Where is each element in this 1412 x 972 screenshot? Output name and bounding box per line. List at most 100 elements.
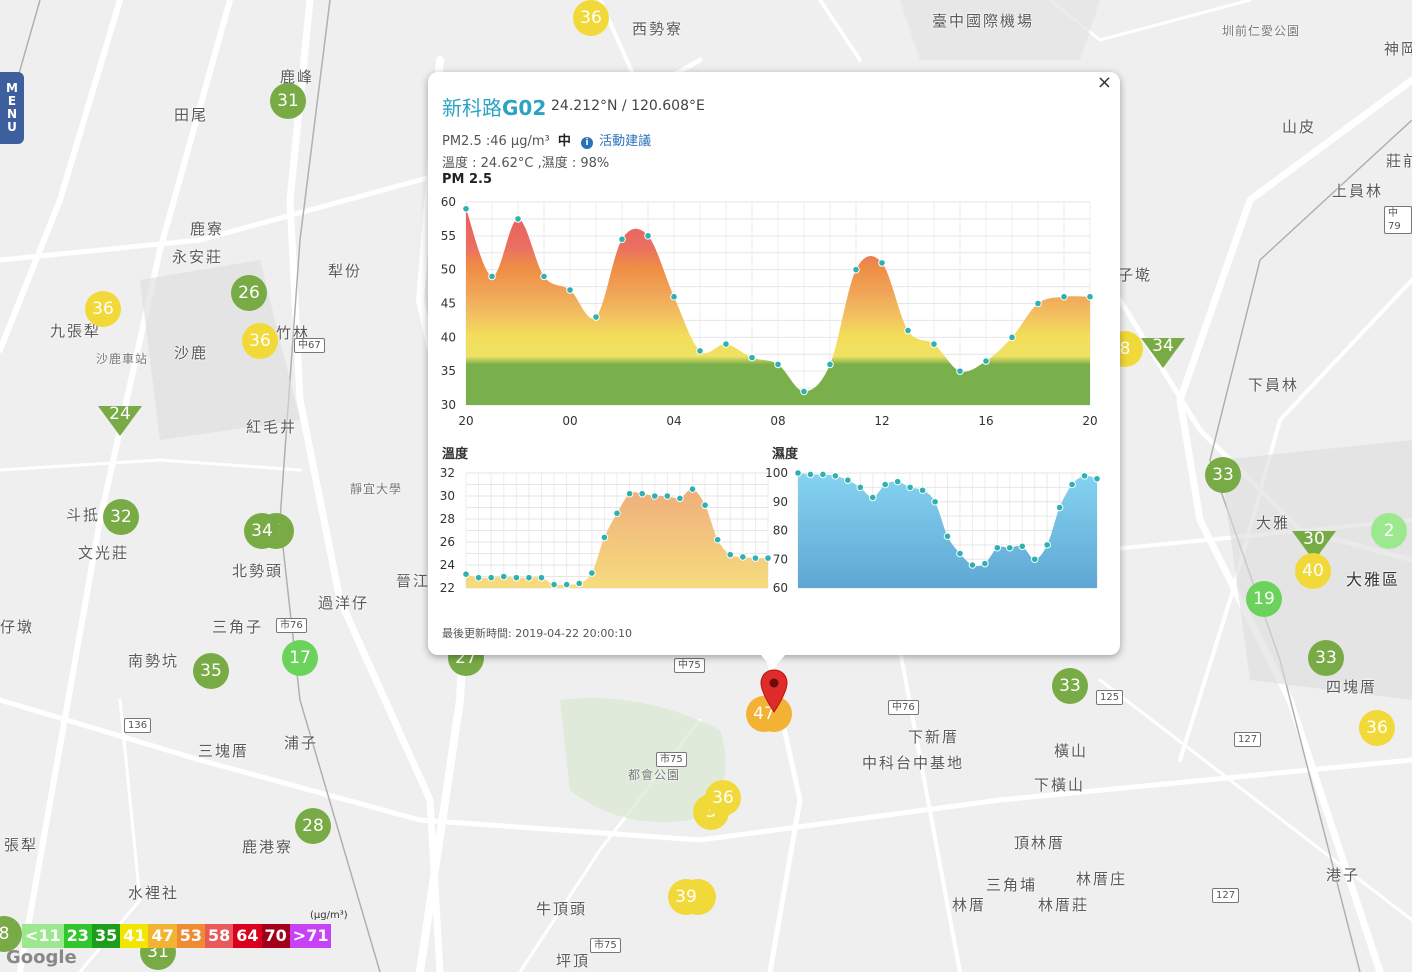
data-point[interactable] bbox=[1008, 333, 1016, 342]
data-point[interactable] bbox=[906, 483, 914, 492]
sensor-marker[interactable]: 36 bbox=[242, 323, 278, 359]
sensor-marker[interactable]: 28 bbox=[295, 808, 331, 844]
info-icon[interactable]: i bbox=[581, 137, 593, 149]
sensor-marker[interactable]: 33 bbox=[1205, 457, 1241, 493]
data-point[interactable] bbox=[462, 570, 470, 578]
data-point[interactable] bbox=[722, 340, 730, 348]
data-point[interactable] bbox=[613, 509, 621, 518]
sensor-marker[interactable]: 19 bbox=[1246, 581, 1282, 617]
sensor-marker[interactable]: 2 bbox=[1371, 513, 1407, 549]
data-point[interactable] bbox=[806, 470, 815, 479]
data-point[interactable] bbox=[566, 286, 574, 294]
data-point[interactable] bbox=[1068, 480, 1076, 489]
data-point[interactable] bbox=[831, 472, 840, 480]
sensor-marker[interactable]: 33 bbox=[1052, 668, 1088, 704]
data-point[interactable] bbox=[588, 569, 596, 577]
data-point[interactable] bbox=[982, 357, 990, 365]
data-point[interactable] bbox=[943, 532, 952, 541]
data-point[interactable] bbox=[550, 580, 558, 589]
data-point[interactable] bbox=[918, 486, 927, 495]
sensor-marker[interactable]: 17 bbox=[282, 640, 318, 676]
data-point[interactable] bbox=[1043, 541, 1051, 549]
sensor-marker[interactable]: 34 bbox=[244, 513, 280, 549]
data-point[interactable] bbox=[670, 292, 678, 301]
data-point[interactable] bbox=[688, 485, 697, 493]
data-point[interactable] bbox=[968, 561, 977, 569]
data-point[interactable] bbox=[540, 272, 548, 281]
data-point[interactable] bbox=[701, 501, 709, 510]
data-point[interactable] bbox=[1080, 472, 1089, 480]
data-point[interactable] bbox=[663, 492, 672, 500]
data-point[interactable] bbox=[676, 494, 684, 503]
data-point[interactable] bbox=[575, 579, 584, 588]
data-point[interactable] bbox=[1034, 299, 1042, 308]
activity-advice-link[interactable]: 活動建議 bbox=[599, 134, 652, 149]
data-point[interactable] bbox=[713, 535, 722, 544]
data-point[interactable] bbox=[650, 492, 659, 500]
sensor-marker[interactable]: 31 bbox=[270, 83, 306, 119]
sensor-marker[interactable]: 40 bbox=[1295, 553, 1331, 589]
data-point[interactable] bbox=[1093, 474, 1101, 483]
data-point[interactable] bbox=[1030, 555, 1039, 564]
selected-location-pin-icon[interactable] bbox=[758, 668, 790, 716]
data-point[interactable] bbox=[1060, 292, 1068, 301]
data-point[interactable] bbox=[868, 493, 877, 502]
data-point[interactable] bbox=[638, 489, 646, 498]
data-point[interactable] bbox=[625, 489, 634, 498]
data-point[interactable] bbox=[993, 543, 1002, 552]
data-point[interactable] bbox=[514, 215, 522, 223]
data-point[interactable] bbox=[644, 232, 652, 240]
data-point[interactable] bbox=[844, 476, 852, 484]
data-point[interactable] bbox=[525, 573, 533, 582]
data-point[interactable] bbox=[488, 272, 496, 281]
data-point[interactable] bbox=[852, 265, 860, 274]
data-point[interactable] bbox=[930, 340, 938, 348]
data-point[interactable] bbox=[696, 347, 704, 355]
sensor-marker-triangle[interactable]: 24 bbox=[98, 404, 142, 436]
data-point[interactable] bbox=[878, 259, 886, 267]
data-point[interactable] bbox=[1018, 542, 1027, 551]
data-point[interactable] bbox=[751, 554, 760, 562]
data-point[interactable] bbox=[537, 573, 546, 582]
data-point[interactable] bbox=[739, 553, 747, 561]
data-point[interactable] bbox=[856, 483, 865, 492]
data-point[interactable] bbox=[748, 353, 756, 362]
sensor-marker-triangle[interactable]: 34 bbox=[1141, 336, 1185, 368]
data-point[interactable] bbox=[462, 204, 470, 213]
data-point[interactable] bbox=[618, 235, 626, 244]
data-point[interactable] bbox=[764, 554, 772, 562]
data-point[interactable] bbox=[592, 313, 600, 321]
data-point[interactable] bbox=[512, 573, 521, 582]
close-icon[interactable]: × bbox=[1096, 72, 1112, 93]
data-point[interactable] bbox=[562, 580, 571, 589]
sensor-marker[interactable]: 36 bbox=[573, 0, 609, 36]
sensor-marker[interactable]: 33 bbox=[1308, 640, 1344, 676]
data-point[interactable] bbox=[881, 480, 890, 489]
sensor-marker[interactable]: 36 bbox=[705, 780, 741, 816]
sensor-marker[interactable]: 36 bbox=[1359, 710, 1395, 746]
data-point[interactable] bbox=[1005, 543, 1014, 552]
data-point[interactable] bbox=[774, 360, 782, 369]
sensor-marker[interactable]: 39 bbox=[668, 879, 704, 915]
data-point[interactable] bbox=[956, 367, 964, 375]
data-point[interactable] bbox=[819, 470, 827, 479]
data-point[interactable] bbox=[904, 326, 912, 335]
data-point[interactable] bbox=[794, 469, 802, 477]
sensor-marker[interactable]: 8 bbox=[0, 916, 22, 952]
data-point[interactable] bbox=[726, 550, 735, 559]
data-point[interactable] bbox=[931, 497, 939, 506]
data-point[interactable] bbox=[1086, 292, 1094, 301]
data-point[interactable] bbox=[600, 533, 609, 542]
data-point[interactable] bbox=[893, 477, 902, 486]
data-point[interactable] bbox=[800, 387, 808, 396]
sensor-marker[interactable]: 32 bbox=[103, 499, 139, 535]
data-point[interactable] bbox=[826, 360, 834, 369]
data-point[interactable] bbox=[956, 549, 964, 558]
data-point[interactable] bbox=[499, 572, 508, 581]
data-point[interactable] bbox=[474, 573, 483, 582]
data-point[interactable] bbox=[487, 573, 495, 582]
sensor-marker[interactable]: 35 bbox=[193, 653, 229, 689]
data-point[interactable] bbox=[981, 559, 989, 568]
sensor-marker[interactable]: 36 bbox=[85, 291, 121, 327]
